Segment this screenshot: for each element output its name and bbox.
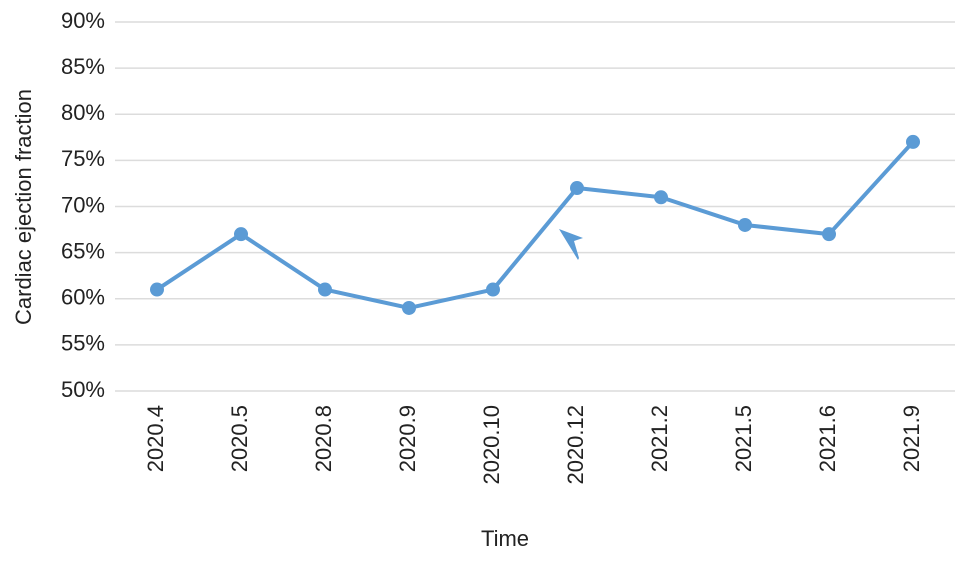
cursor-arrow [559, 229, 583, 260]
data-point [486, 282, 500, 297]
x-tick-label: 2020.9 [395, 405, 420, 472]
x-axis-title: Time [481, 526, 529, 551]
data-point [738, 217, 752, 232]
x-tick-label: 2021.5 [731, 405, 756, 472]
x-tick-label: 2021.2 [647, 405, 672, 472]
x-tick-label: 2020.8 [311, 405, 336, 472]
x-tick-label: 2020.12 [563, 405, 588, 485]
y-tick-label: 50% [61, 377, 105, 402]
x-tick-label: 2020.5 [227, 405, 252, 472]
data-point [234, 227, 248, 242]
y-tick-label: 85% [61, 54, 105, 79]
y-axis-title: Cardiac ejection fraction [11, 89, 36, 325]
y-tick-label: 75% [61, 146, 105, 171]
x-tick-label: 2021.9 [899, 405, 924, 472]
data-point [318, 282, 332, 297]
y-tick-label: 60% [61, 285, 105, 310]
data-point [150, 282, 164, 297]
x-tick-label: 2020.10 [479, 405, 504, 485]
data-point [654, 190, 668, 205]
y-tick-label: 80% [61, 100, 105, 125]
x-tick-label: 2021.6 [815, 405, 840, 472]
y-tick-label: 90% [61, 8, 105, 33]
x-tick-label: 2020.4 [143, 405, 168, 472]
y-tick-label: 70% [61, 192, 105, 217]
data-point [402, 300, 416, 315]
data-point [906, 134, 920, 149]
data-point [822, 227, 836, 242]
data-point [570, 181, 584, 196]
y-tick-label: 65% [61, 238, 105, 263]
data-line [155, 140, 915, 310]
y-tick-label: 55% [61, 331, 105, 356]
